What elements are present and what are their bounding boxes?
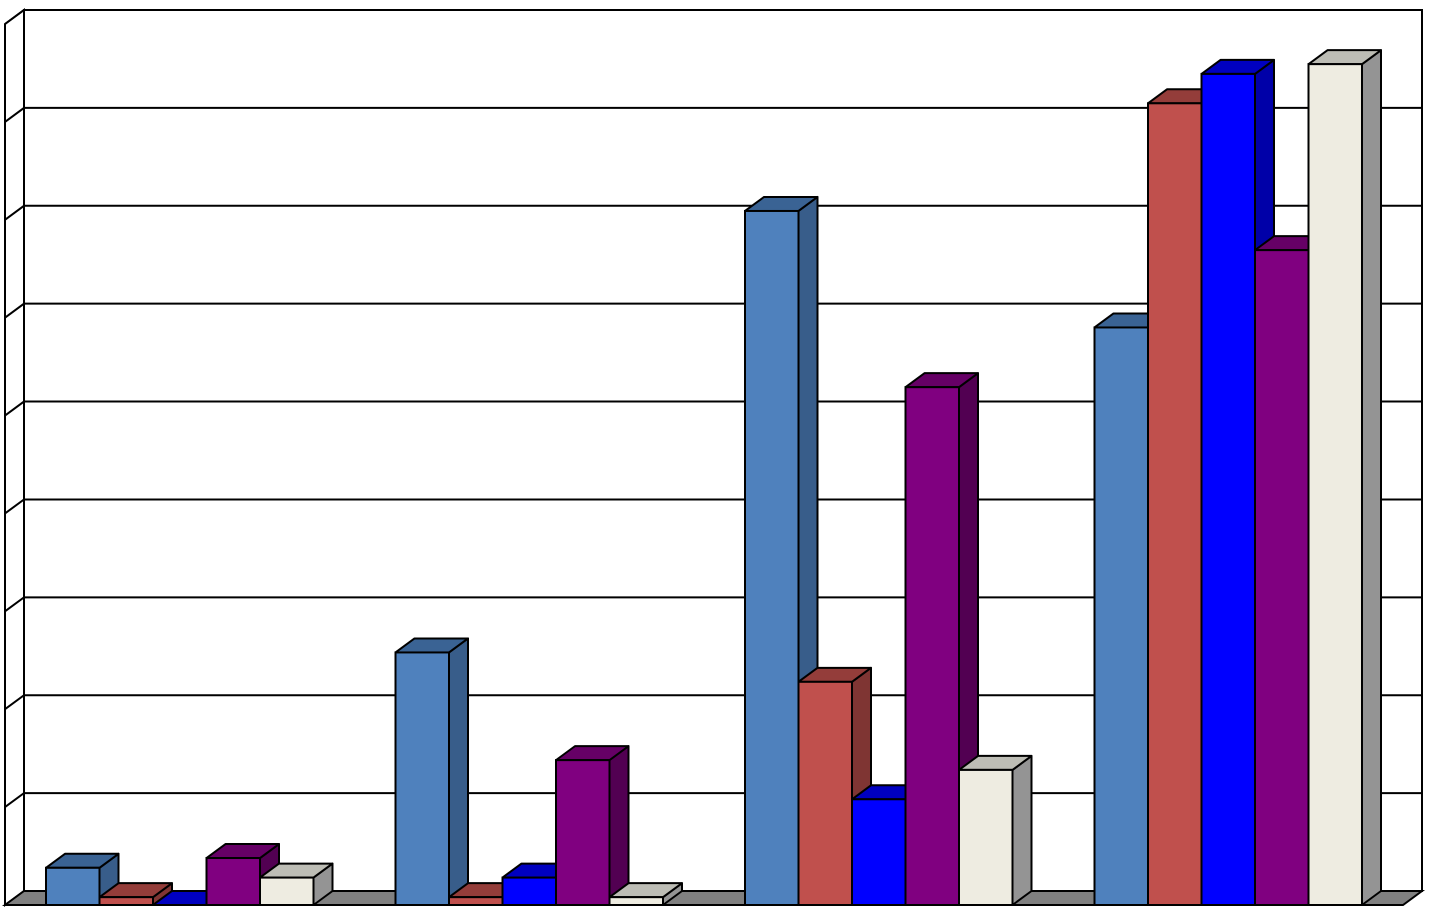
- bar-side: [608, 745, 630, 906]
- bar-front: [1200, 72, 1256, 906]
- bar-front: [448, 896, 504, 906]
- bar: [394, 637, 469, 906]
- bar-front: [1093, 326, 1149, 906]
- bar: [259, 862, 334, 907]
- bar-side: [1361, 49, 1382, 906]
- gridline: [4, 9, 1422, 25]
- bar-front: [501, 876, 557, 907]
- bar-side: [448, 637, 469, 906]
- bar-front: [98, 896, 154, 906]
- bar-front: [45, 866, 101, 907]
- bar-front: [1254, 249, 1310, 906]
- side-wall: [4, 8, 25, 907]
- gridline: [4, 302, 1422, 319]
- bar-front: [744, 209, 800, 906]
- bar-side: [1011, 754, 1033, 906]
- bar: [98, 882, 173, 906]
- bar-front: [259, 876, 315, 907]
- bar-front: [851, 798, 907, 907]
- bar-front: [205, 857, 261, 906]
- bars: [45, 49, 1382, 907]
- bar-front: [1147, 102, 1203, 907]
- gridline: [4, 204, 1422, 221]
- bar: [1307, 49, 1382, 906]
- bar: [608, 882, 683, 906]
- bar: [555, 745, 630, 906]
- bar: [797, 666, 872, 907]
- bar-front: [608, 896, 664, 906]
- bar-front: [904, 386, 960, 906]
- bar: [958, 754, 1033, 906]
- bar-front: [1307, 63, 1363, 906]
- bar-front: [555, 759, 611, 906]
- bar-front: [958, 768, 1014, 906]
- bar-front: [394, 651, 450, 906]
- gridline: [4, 106, 1422, 123]
- bar-front: [797, 680, 853, 907]
- bar: [45, 852, 120, 907]
